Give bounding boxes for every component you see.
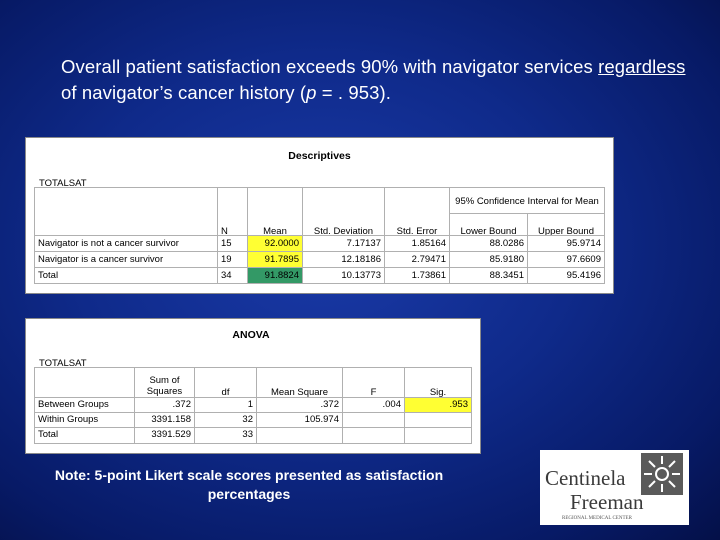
desc-cell-lb: 88.0286 bbox=[450, 236, 528, 252]
desc-row-label: Navigator is not a cancer survivor bbox=[35, 236, 218, 252]
desc-cell-sd: 12.18186 bbox=[303, 252, 385, 268]
desc-header-lb: Lower Bound bbox=[450, 214, 528, 236]
desc-cell-sd: 10.13773 bbox=[303, 268, 385, 284]
desc-cell-se: 1.85164 bbox=[385, 236, 450, 252]
anova-row-label: Total bbox=[35, 428, 135, 444]
desc-cell-n: 34 bbox=[218, 268, 248, 284]
anova-grid: Sum of Squares df Mean Square F Sig. Bet… bbox=[34, 367, 472, 444]
headline-part1: Overall patient satisfaction exceeds 90%… bbox=[61, 56, 599, 77]
anova-corner bbox=[35, 368, 135, 398]
anova-cell-ss: 3391.158 bbox=[135, 413, 195, 428]
desc-header-sd: Std. Deviation bbox=[303, 188, 385, 236]
desc-cell-ub: 95.4196 bbox=[528, 268, 605, 284]
desc-row-label: Total bbox=[35, 268, 218, 284]
anova-header-f: F bbox=[343, 368, 405, 398]
anova-cell-df: 1 bbox=[195, 398, 257, 413]
anova-header-sig: Sig. bbox=[405, 368, 472, 398]
anova-cell-f bbox=[343, 428, 405, 444]
anova-table: ANOVA TOTALSAT Sum of Squares df Mean Sq… bbox=[25, 318, 481, 454]
anova-cell-ms bbox=[257, 428, 343, 444]
anova-cell-sig bbox=[405, 413, 472, 428]
desc-corner bbox=[35, 188, 218, 236]
desc-header-ub: Upper Bound bbox=[528, 214, 605, 236]
desc-cell-n: 15 bbox=[218, 236, 248, 252]
anova-cell-df: 32 bbox=[195, 413, 257, 428]
anova-variable: TOTALSAT bbox=[39, 358, 87, 369]
desc-cell-sd: 7.17137 bbox=[303, 236, 385, 252]
desc-cell-lb: 88.3451 bbox=[450, 268, 528, 284]
footnote: Note: 5-point Likert scale scores presen… bbox=[54, 467, 444, 502]
anova-cell-sig bbox=[405, 428, 472, 444]
anova-cell-ms: 105.974 bbox=[257, 413, 343, 428]
descriptives-title: Descriptives bbox=[288, 150, 351, 162]
anova-cell-f: .004 bbox=[343, 398, 405, 413]
desc-cell-ub: 95.9714 bbox=[528, 236, 605, 252]
desc-cell-ub: 97.6609 bbox=[528, 252, 605, 268]
anova-cell-ms: .372 bbox=[257, 398, 343, 413]
descriptives-grid: N Mean Std. Deviation Std. Error 95% Con… bbox=[34, 187, 605, 284]
logo: Centinela Freeman REGIONAL MEDICAL CENTE… bbox=[540, 450, 689, 525]
desc-cell-lb: 85.9180 bbox=[450, 252, 528, 268]
headline: Overall patient satisfaction exceeds 90%… bbox=[61, 54, 701, 106]
sun-emblem-icon bbox=[641, 453, 683, 495]
desc-cell-mean: 91.7895 bbox=[248, 252, 303, 268]
desc-cell-se: 1.73861 bbox=[385, 268, 450, 284]
desc-cell-mean: 91.8824 bbox=[248, 268, 303, 284]
anova-cell-f bbox=[343, 413, 405, 428]
anova-cell-ss: .372 bbox=[135, 398, 195, 413]
anova-header-ms: Mean Square bbox=[257, 368, 343, 398]
desc-header-se: Std. Error bbox=[385, 188, 450, 236]
descriptives-table: Descriptives TOTALSAT N Mean Std. Deviat… bbox=[25, 137, 614, 294]
anova-row-label: Between Groups bbox=[35, 398, 135, 413]
headline-part2: of navigator’s cancer history ( bbox=[61, 82, 307, 103]
anova-cell-ss: 3391.529 bbox=[135, 428, 195, 444]
anova-title: ANOVA bbox=[232, 329, 270, 341]
desc-cell-se: 2.79471 bbox=[385, 252, 450, 268]
logo-text-line3: REGIONAL MEDICAL CENTER bbox=[562, 516, 632, 521]
anova-cell-sig: .953 bbox=[405, 398, 472, 413]
descriptives-variable: TOTALSAT bbox=[39, 178, 87, 189]
logo-text-line2: Freeman bbox=[570, 490, 644, 514]
headline-part3: = . 953). bbox=[316, 82, 392, 103]
anova-row-label: Within Groups bbox=[35, 413, 135, 428]
logo-text-line1: Centinela bbox=[545, 466, 626, 490]
desc-header-n: N bbox=[218, 188, 248, 236]
desc-row-label: Navigator is a cancer survivor bbox=[35, 252, 218, 268]
desc-header-mean: Mean bbox=[248, 188, 303, 236]
headline-p-symbol: p bbox=[306, 82, 317, 103]
desc-header-ci: 95% Confidence Interval for Mean bbox=[450, 188, 605, 214]
headline-underlined: regardless bbox=[598, 56, 686, 77]
anova-header-ss: Sum of Squares bbox=[135, 368, 195, 398]
desc-cell-mean: 92.0000 bbox=[248, 236, 303, 252]
desc-cell-n: 19 bbox=[218, 252, 248, 268]
anova-cell-df: 33 bbox=[195, 428, 257, 444]
anova-header-df: df bbox=[195, 368, 257, 398]
